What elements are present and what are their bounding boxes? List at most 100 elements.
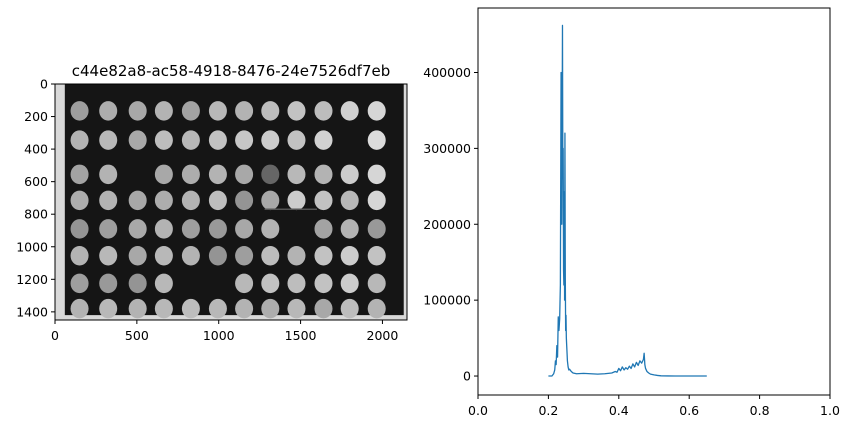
- colony: [314, 298, 333, 319]
- colony: [70, 164, 89, 185]
- y-tick-label: 400: [24, 142, 48, 157]
- colony: [314, 130, 333, 150]
- y-tick-label: 0: [463, 369, 471, 384]
- colony: [287, 273, 306, 294]
- colony: [261, 164, 280, 185]
- colony: [70, 101, 89, 121]
- colony: [208, 245, 227, 266]
- x-tick-label: 0.2: [538, 403, 558, 418]
- colony: [287, 101, 306, 121]
- colony: [208, 190, 227, 211]
- colony: [208, 130, 227, 150]
- colony: [99, 298, 118, 319]
- colony: [128, 101, 147, 121]
- x-tick-label: 0.8: [750, 403, 770, 418]
- colony: [340, 101, 359, 121]
- colony: [70, 298, 89, 319]
- colony: [128, 219, 147, 239]
- colony: [340, 164, 359, 185]
- colony: [367, 130, 386, 150]
- colony: [70, 273, 89, 294]
- plate-image-panel: c44e82a8-ac58-4918-8476-24e7526df7eb 0 50…: [16, 62, 408, 343]
- colony: [367, 273, 386, 294]
- image-x-axis: 0 500 1000 1500 2000: [51, 320, 398, 343]
- x-tick-label: 1.0: [820, 403, 840, 418]
- colony: [367, 101, 386, 121]
- colony: [340, 219, 359, 239]
- y-tick-label: 100000: [423, 293, 471, 308]
- colony: [235, 130, 254, 150]
- plate-streak: [264, 208, 317, 211]
- colony: [128, 245, 147, 266]
- colony: [154, 219, 173, 239]
- colony: [287, 190, 306, 211]
- y-tick-label: 1400: [16, 304, 48, 319]
- colony: [314, 273, 333, 294]
- y-tick-label: 800: [24, 207, 48, 222]
- colony: [99, 164, 118, 185]
- colony: [261, 190, 280, 211]
- colony: [99, 219, 118, 239]
- image-y-axis: 0 200 400 600 800 1000 1200 1400: [16, 77, 55, 319]
- y-tick-label: 1000: [16, 239, 48, 254]
- colony: [340, 190, 359, 211]
- colony: [367, 219, 386, 239]
- histogram-line-group: [548, 24, 707, 377]
- colony: [261, 130, 280, 150]
- plot-frame: [477, 7, 831, 396]
- colony: [367, 190, 386, 211]
- colony: [367, 164, 386, 185]
- colony: [261, 245, 280, 266]
- colony: [287, 164, 306, 185]
- colony: [261, 101, 280, 121]
- colony: [181, 298, 200, 319]
- colony: [340, 298, 359, 319]
- colony: [70, 190, 89, 211]
- x-tick-label: 1500: [285, 328, 317, 343]
- colony: [367, 298, 386, 319]
- colony: [314, 219, 333, 239]
- y-tick-label: 200: [24, 109, 48, 124]
- y-tick-label: 0: [40, 77, 48, 92]
- x-tick-label: 0.6: [679, 403, 699, 418]
- colony: [208, 219, 227, 239]
- colony: [154, 190, 173, 211]
- colony: [235, 190, 254, 211]
- x-tick-label: 0: [51, 328, 59, 343]
- colony: [314, 190, 333, 211]
- colony: [99, 273, 118, 294]
- colony: [261, 273, 280, 294]
- plot-y-axis: 0 100000 200000 300000 400000: [423, 65, 478, 384]
- image-frame: [54, 83, 408, 321]
- colony: [261, 219, 280, 239]
- colony: [181, 245, 200, 266]
- colony: [128, 130, 147, 150]
- colony: [154, 164, 173, 185]
- x-tick-label: 500: [125, 328, 149, 343]
- colony: [128, 190, 147, 211]
- colony: [154, 273, 173, 294]
- colony: [208, 298, 227, 319]
- colony: [181, 164, 200, 185]
- y-tick-label: 300000: [423, 141, 471, 156]
- colony: [181, 101, 200, 121]
- plot-x-axis: 0.0 0.2 0.4 0.6 0.8 1.0: [468, 395, 840, 418]
- colony: [154, 298, 173, 319]
- y-tick-label: 200000: [423, 217, 471, 232]
- y-tick-label: 1200: [16, 272, 48, 287]
- x-tick-label: 0.4: [609, 403, 629, 418]
- colony: [235, 298, 254, 319]
- colony: [70, 219, 89, 239]
- colony: [340, 245, 359, 266]
- colony: [340, 273, 359, 294]
- colony: [367, 245, 386, 266]
- colony: [70, 130, 89, 150]
- colony: [314, 101, 333, 121]
- colony: [287, 298, 306, 319]
- colony: [99, 101, 118, 121]
- histogram-panel: 0.0 0.2 0.4 0.6 0.8 1.0 0 100000 200000 300000 40…: [423, 7, 840, 418]
- colony: [181, 190, 200, 211]
- colony: [208, 164, 227, 185]
- colony: [235, 273, 254, 294]
